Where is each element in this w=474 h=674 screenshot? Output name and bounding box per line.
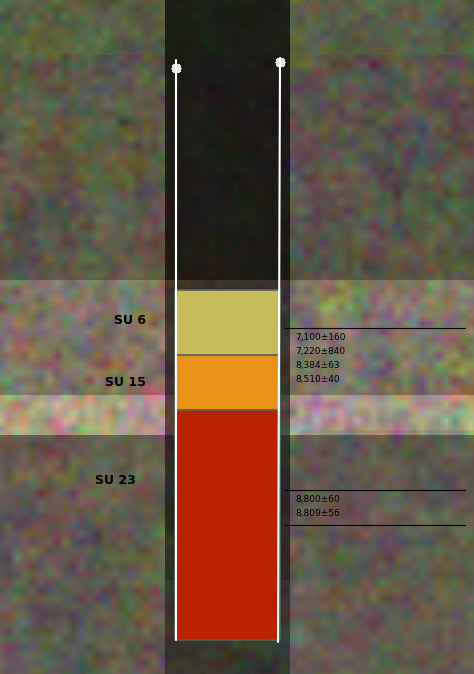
Text: 7,100±160: 7,100±160 (295, 333, 346, 342)
Text: SU 23: SU 23 (95, 474, 136, 487)
Bar (175, 290, 280, 355)
Bar (175, 410, 280, 640)
Text: SU 6: SU 6 (114, 313, 146, 326)
Text: 8,510±40: 8,510±40 (295, 375, 340, 384)
Text: 8,809±56: 8,809±56 (295, 509, 340, 518)
Text: 8,384±63: 8,384±63 (295, 361, 340, 370)
Text: 8,800±60: 8,800±60 (295, 495, 340, 504)
Text: SU 15: SU 15 (105, 375, 146, 388)
Text: 7,220±840: 7,220±840 (295, 347, 345, 356)
Bar (175, 355, 280, 410)
